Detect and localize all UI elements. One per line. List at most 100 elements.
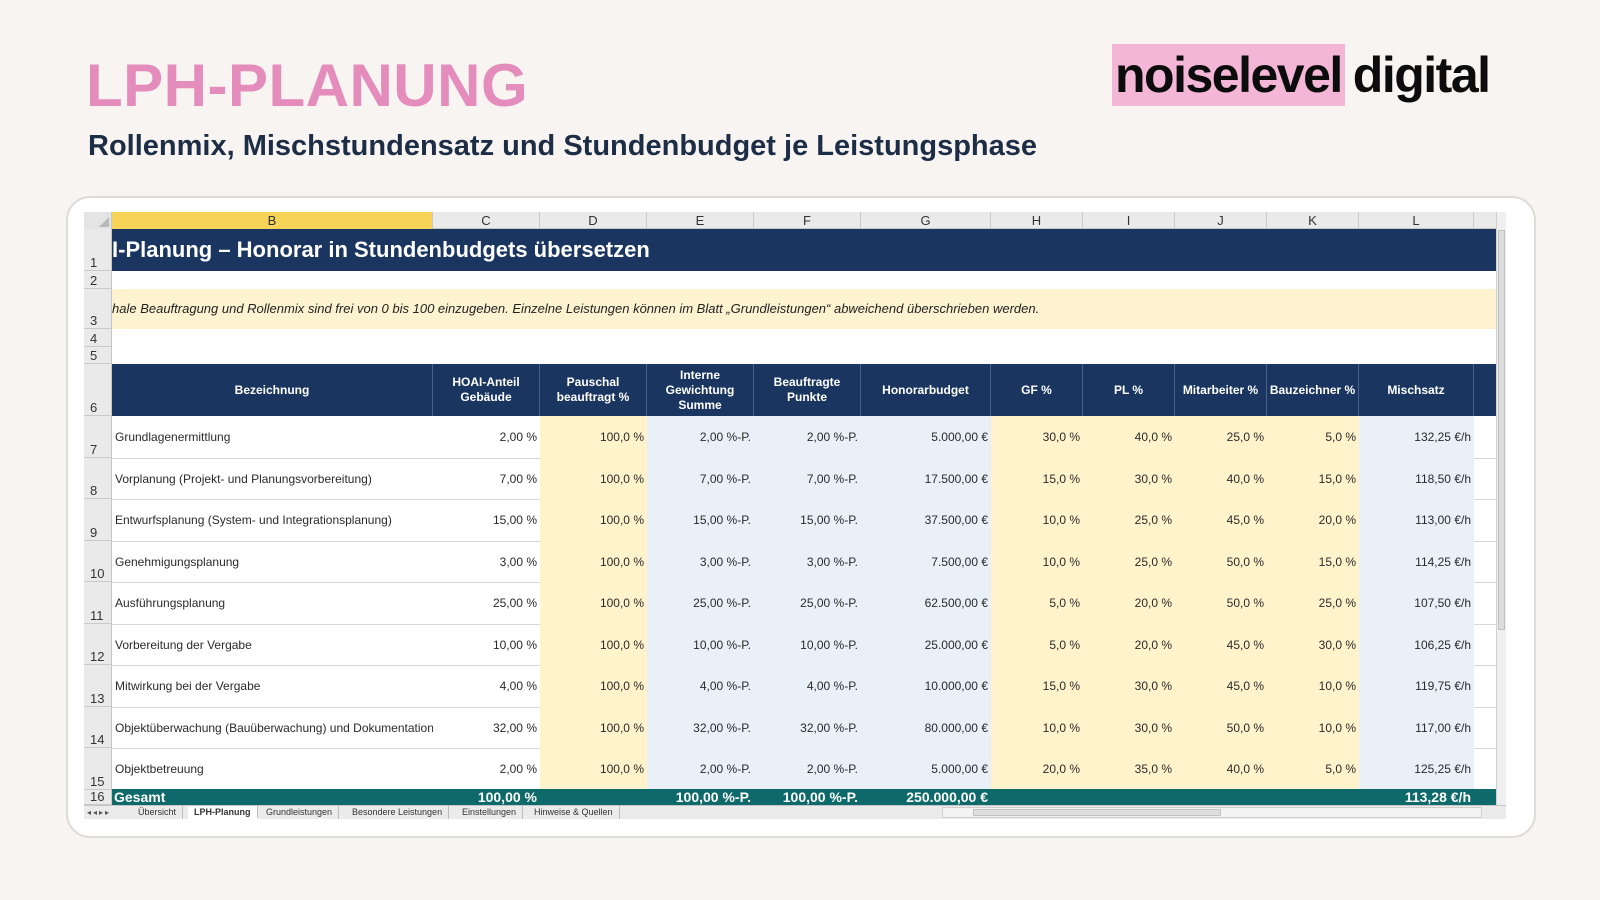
cell-beauftragt[interactable]: 2,00 %-P. (754, 416, 861, 458)
cell-name[interactable]: Entwurfsplanung (System- und Integration… (115, 513, 392, 527)
cell-name[interactable]: Ausführungsplanung (115, 596, 226, 610)
cell-ma[interactable]: 50,0 % (1175, 540, 1267, 583)
cell-pauschal[interactable]: 100,0 % (540, 416, 647, 458)
row-header[interactable]: 14 (84, 706, 112, 748)
vertical-scrollbar[interactable] (1496, 212, 1506, 805)
sheet-tab[interactable]: LPH-Planung (188, 806, 258, 819)
cell-bz[interactable]: 15,0 % (1267, 457, 1359, 500)
cell-ma[interactable]: 45,0 % (1175, 499, 1267, 541)
cell-hoai[interactable]: 2,00 % (499, 430, 537, 444)
row-header[interactable]: 1 (84, 229, 112, 271)
cell-hoai[interactable]: 7,00 % (499, 471, 537, 486)
cell-name[interactable]: Grundlagenermittlung (115, 430, 231, 444)
cell-honorar[interactable]: 17.500,00 € (861, 457, 991, 500)
row-header[interactable]: 4 (84, 329, 112, 347)
cell-pl[interactable]: 35,0 % (1083, 748, 1175, 790)
cell-ma[interactable]: 45,0 % (1175, 665, 1267, 707)
row-header[interactable]: 11 (84, 582, 112, 624)
cell-honorar[interactable]: 25.000,00 € (861, 623, 991, 666)
cell-pauschal[interactable]: 100,0 % (540, 623, 647, 666)
cell-beauftragt[interactable]: 4,00 %-P. (754, 665, 861, 707)
cell-beauftragt[interactable]: 10,00 %-P. (754, 623, 861, 666)
select-all-corner[interactable] (84, 212, 112, 229)
cell-ma[interactable]: 50,0 % (1175, 582, 1267, 624)
cell-name[interactable]: Vorplanung (Projekt- und Planungsvorbere… (115, 471, 372, 486)
column-header-e[interactable]: E (647, 212, 754, 229)
cell-pl[interactable]: 20,0 % (1083, 582, 1175, 624)
row-header[interactable]: 2 (84, 271, 112, 289)
cell-intern[interactable]: 3,00 %-P. (647, 540, 754, 583)
cell-bz[interactable]: 10,0 % (1267, 665, 1359, 707)
cell-misch[interactable]: 106,25 €/h (1359, 623, 1474, 666)
row-header[interactable]: 12 (84, 623, 112, 665)
cell-misch[interactable]: 125,25 €/h (1359, 748, 1474, 790)
row-header[interactable]: 10 (84, 540, 112, 582)
cell-ma[interactable]: 50,0 % (1175, 706, 1267, 749)
cell-hoai[interactable]: 32,00 % (492, 720, 537, 735)
sheet-tab[interactable]: Grundleistungen (260, 806, 340, 819)
cell-intern[interactable]: 2,00 %-P. (647, 416, 754, 458)
cell-pl[interactable]: 30,0 % (1083, 706, 1175, 749)
cell-gf[interactable]: 10,0 % (991, 540, 1083, 583)
column-header-d[interactable]: D (540, 212, 647, 229)
cell-pl[interactable]: 30,0 % (1083, 457, 1175, 500)
column-header-j[interactable]: J (1175, 212, 1267, 229)
cell-misch[interactable]: 107,50 €/h (1359, 582, 1474, 624)
cell-gf[interactable]: 10,0 % (991, 499, 1083, 541)
cell-gf[interactable]: 20,0 % (991, 748, 1083, 790)
cell-misch[interactable]: 114,25 €/h (1359, 540, 1474, 583)
row-header[interactable]: 8 (84, 457, 112, 499)
cell-name[interactable]: Genehmigungsplanung (115, 554, 240, 569)
cell-gf[interactable]: 10,0 % (991, 706, 1083, 749)
cell-honorar[interactable]: 5.000,00 € (861, 748, 991, 790)
cell-pl[interactable]: 30,0 % (1083, 665, 1175, 707)
cell-bz[interactable]: 20,0 % (1267, 499, 1359, 541)
cell-name[interactable]: Objektbetreuung (115, 762, 204, 776)
cell-pauschal[interactable]: 100,0 % (540, 540, 647, 583)
cell-pauschal[interactable]: 100,0 % (540, 665, 647, 707)
sheet-tab[interactable]: Besondere Leistungen (346, 806, 450, 819)
row-header[interactable]: 13 (84, 665, 112, 707)
cell-pauschal[interactable]: 100,0 % (540, 748, 647, 790)
cell-grid[interactable]: I-Planung – Honorar in Stundenbudgets üb… (112, 229, 1506, 805)
cell-pl[interactable]: 40,0 % (1083, 416, 1175, 458)
cell-hoai[interactable]: 10,00 % (492, 637, 537, 652)
cell-intern[interactable]: 25,00 %-P. (647, 582, 754, 624)
cell-intern[interactable]: 32,00 %-P. (647, 706, 754, 749)
column-header-f[interactable]: F (754, 212, 861, 229)
cell-intern[interactable]: 15,00 %-P. (647, 499, 754, 541)
cell-name[interactable]: Objektüberwachung (Bauüberwachung) und D… (115, 720, 433, 735)
cell-pauschal[interactable]: 100,0 % (540, 457, 647, 500)
cell-honorar[interactable]: 7.500,00 € (861, 540, 991, 583)
cell-pl[interactable]: 25,0 % (1083, 540, 1175, 583)
column-header-l[interactable]: L (1359, 212, 1474, 229)
cell-misch[interactable]: 117,00 €/h (1359, 706, 1474, 749)
column-header-h[interactable]: H (991, 212, 1083, 229)
cell-hoai[interactable]: 25,00 % (492, 596, 537, 610)
sheet-tab[interactable]: Hinweise & Quellen (528, 806, 620, 819)
tab-navigation-arrows[interactable]: ◂◂▸▸ (87, 808, 112, 817)
cell-bz[interactable]: 10,0 % (1267, 706, 1359, 749)
horizontal-scrollbar[interactable] (942, 807, 1482, 818)
cell-misch[interactable]: 132,25 €/h (1359, 416, 1474, 458)
cell-hoai[interactable]: 4,00 % (499, 679, 537, 693)
row-header[interactable]: 9 (84, 499, 112, 541)
cell-gf[interactable]: 5,0 % (991, 582, 1083, 624)
cell-honorar[interactable]: 37.500,00 € (861, 499, 991, 541)
cell-hoai[interactable]: 15,00 % (492, 513, 537, 527)
cell-honorar[interactable]: 5.000,00 € (861, 416, 991, 458)
cell-pauschal[interactable]: 100,0 % (540, 706, 647, 749)
cell-honorar[interactable]: 80.000,00 € (861, 706, 991, 749)
column-header-c[interactable]: C (433, 212, 540, 229)
row-header[interactable]: 5 (84, 347, 112, 364)
column-header-i[interactable]: I (1083, 212, 1175, 229)
cell-bz[interactable]: 5,0 % (1267, 416, 1359, 458)
cell-name[interactable]: Vorbereitung der Vergabe (115, 637, 252, 652)
cell-ma[interactable]: 45,0 % (1175, 623, 1267, 666)
cell-gf[interactable]: 15,0 % (991, 665, 1083, 707)
row-header[interactable]: 15 (84, 748, 112, 790)
row-header[interactable]: 7 (84, 416, 112, 458)
cell-honorar[interactable]: 10.000,00 € (861, 665, 991, 707)
column-header-k[interactable]: K (1267, 212, 1359, 229)
row-header[interactable]: 16 (84, 789, 112, 805)
